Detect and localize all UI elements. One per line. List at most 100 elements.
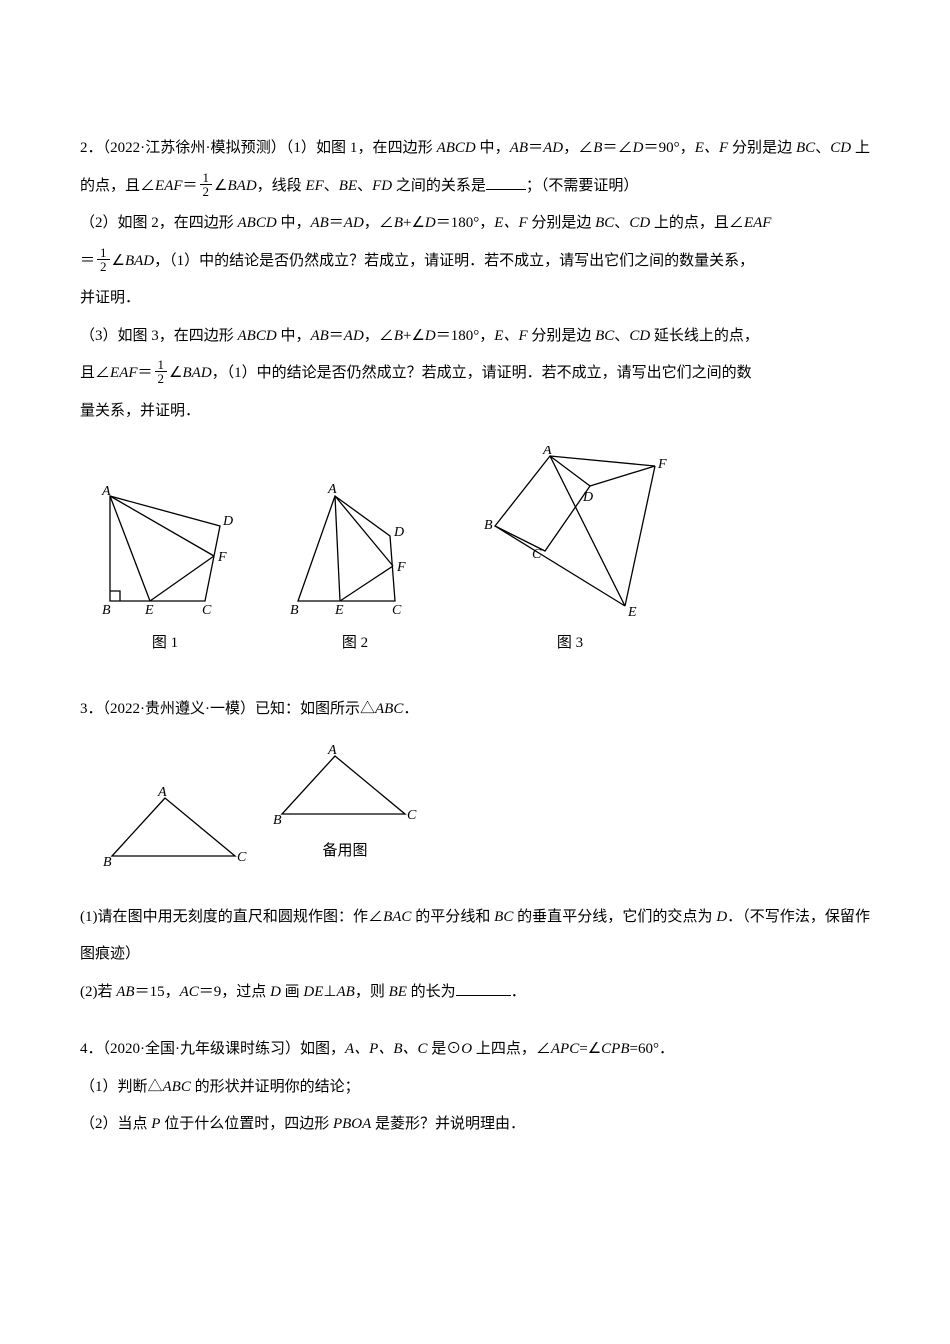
- eaf: EAF: [744, 215, 772, 231]
- q3-line1: 3．（2022·贵州遵义·一模）已知：如图所示△ABC．: [80, 691, 870, 729]
- cpb: CPB: [601, 1041, 629, 1057]
- svg-text:C: C: [532, 547, 542, 562]
- eq: =: [579, 1041, 587, 1057]
- ab: AB: [310, 215, 328, 231]
- ef: E、F: [494, 215, 531, 231]
- eq: ＝: [138, 365, 153, 381]
- ang: ∠: [729, 215, 744, 231]
- t: 4．（2020·全国·九年级课时练习）如图，: [80, 1041, 345, 1057]
- be: BE: [389, 984, 407, 1000]
- half-fraction: 12: [155, 358, 168, 385]
- ab: AB: [510, 140, 528, 156]
- figure-1-svg: A B E C F D: [90, 481, 240, 621]
- q4-p1: （1）判断△ABC 的形状并证明你的结论；: [80, 1069, 870, 1107]
- c: ，: [364, 328, 379, 344]
- o: O: [461, 1041, 472, 1057]
- t: ，（1）中的结论是否仍然成立？若成立，请证明．若不成立，请写出它们之间的数: [212, 365, 752, 381]
- ad: AD: [344, 215, 364, 231]
- pboa: PBOA: [333, 1116, 371, 1132]
- caption-2: 图 2: [342, 625, 368, 663]
- backup-caption: 备用图: [322, 833, 367, 871]
- sep: 、: [357, 178, 372, 194]
- t: （2）如图 2，在四边形: [80, 215, 238, 231]
- b: B: [394, 215, 403, 231]
- ab: AB: [116, 984, 134, 1000]
- bac: BAC: [383, 909, 411, 925]
- eq: ＝: [80, 253, 95, 269]
- eq: ＝: [436, 328, 451, 344]
- t: 画: [281, 984, 304, 1000]
- svg-text:C: C: [237, 850, 247, 865]
- ninety: 90°，: [659, 140, 695, 156]
- ab: AB: [310, 328, 328, 344]
- eaf: EAF: [155, 178, 183, 194]
- cd: CD: [830, 140, 851, 156]
- blank-2: [456, 981, 511, 996]
- t: 并证明．: [80, 290, 140, 306]
- t: （1）判断△: [80, 1079, 163, 1095]
- figure-2: A B E C F D 图 2: [280, 481, 430, 663]
- t: ．: [511, 984, 526, 1000]
- den: 2: [97, 260, 110, 273]
- c: ，: [563, 140, 578, 156]
- fig-row-1: A B E C F D 图 1 A: [90, 446, 870, 663]
- v: 15，: [150, 984, 180, 1000]
- d: D: [425, 328, 436, 344]
- ef: EF: [305, 178, 323, 194]
- b: B: [394, 328, 403, 344]
- d: D: [633, 140, 644, 156]
- svg-text:D: D: [222, 514, 233, 529]
- q3-p2: (2)若 AB＝15，AC＝9，过点 D 画 DE⊥AB，则 BE 的长为．: [80, 974, 870, 1012]
- sep: 、: [324, 178, 339, 194]
- svg-text:B: B: [484, 518, 493, 533]
- ang: ∠: [379, 328, 394, 344]
- bc: BC: [595, 215, 614, 231]
- svg-text:C: C: [407, 808, 417, 823]
- q2-para3b: 且∠EAF＝12∠BAD，（1）中的结论是否仍然成立？若成立，请证明．若不成立，…: [80, 355, 870, 393]
- eq: ＝: [643, 140, 658, 156]
- ef: E、F: [494, 328, 531, 344]
- blank-1: [486, 175, 526, 190]
- t: ，（1）中的结论是否仍然成立？若成立，请证明．若不成立，请写出它们之间的数量关系…: [154, 253, 754, 269]
- eq: ＝: [199, 984, 214, 1000]
- abcd: ABCD: [238, 215, 277, 231]
- fd: FD: [372, 178, 392, 194]
- ang: ∠: [95, 365, 110, 381]
- ang: ∠: [578, 140, 593, 156]
- t: (2)若: [80, 984, 116, 1000]
- q3-figure-1: A B C: [100, 786, 250, 871]
- t: 中，: [277, 215, 311, 231]
- t: 分别是边: [531, 215, 595, 231]
- t: (1)请在图中用无刻度的直尺和圆规作图：作: [80, 909, 368, 925]
- abc: ABC: [375, 701, 403, 717]
- t: 中，: [277, 328, 311, 344]
- svg-text:A: A: [327, 482, 337, 497]
- t: 位于什么位置时，四边形: [160, 1116, 333, 1132]
- t: （2）当点: [80, 1116, 151, 1132]
- q2-para2c: 并证明．: [80, 280, 870, 318]
- abcd: ABCD: [437, 140, 476, 156]
- eq: ＝: [329, 328, 344, 344]
- q3-figure-2: A B C 备用图: [270, 744, 420, 871]
- bad: BAD: [183, 365, 212, 381]
- bc: BC: [796, 140, 815, 156]
- t: 3．（2022·贵州遵义·一模）已知：如图所示△: [80, 701, 375, 717]
- q3-p1: (1)请在图中用无刻度的直尺和圆规作图：作∠BAC 的平分线和 BC 的垂直平分…: [80, 899, 870, 974]
- oneEighty: 180°，: [451, 215, 495, 231]
- svg-text:E: E: [144, 603, 154, 618]
- svg-text:A: A: [157, 786, 167, 800]
- t: （3）如图 3，在四边形: [80, 328, 238, 344]
- eq: ＝: [135, 984, 150, 1000]
- cd: CD: [629, 215, 650, 231]
- svg-text:C: C: [202, 603, 212, 618]
- eq: ＝: [528, 140, 543, 156]
- eaf: EAF: [110, 365, 138, 381]
- q4-p2: （2）当点 P 位于什么位置时，四边形 PBOA 是菱形？并说明理由．: [80, 1106, 870, 1144]
- t: ，则: [355, 984, 389, 1000]
- t: 的平分线和: [411, 909, 494, 925]
- t: 上的点，且: [650, 215, 729, 231]
- v: 9，过点: [214, 984, 270, 1000]
- abc: ABC: [163, 1079, 191, 1095]
- q2-para2: （2）如图 2，在四边形 ABCD 中，AB＝AD，∠B+∠D＝180°，E、F…: [80, 205, 870, 243]
- ab: AB: [337, 984, 355, 1000]
